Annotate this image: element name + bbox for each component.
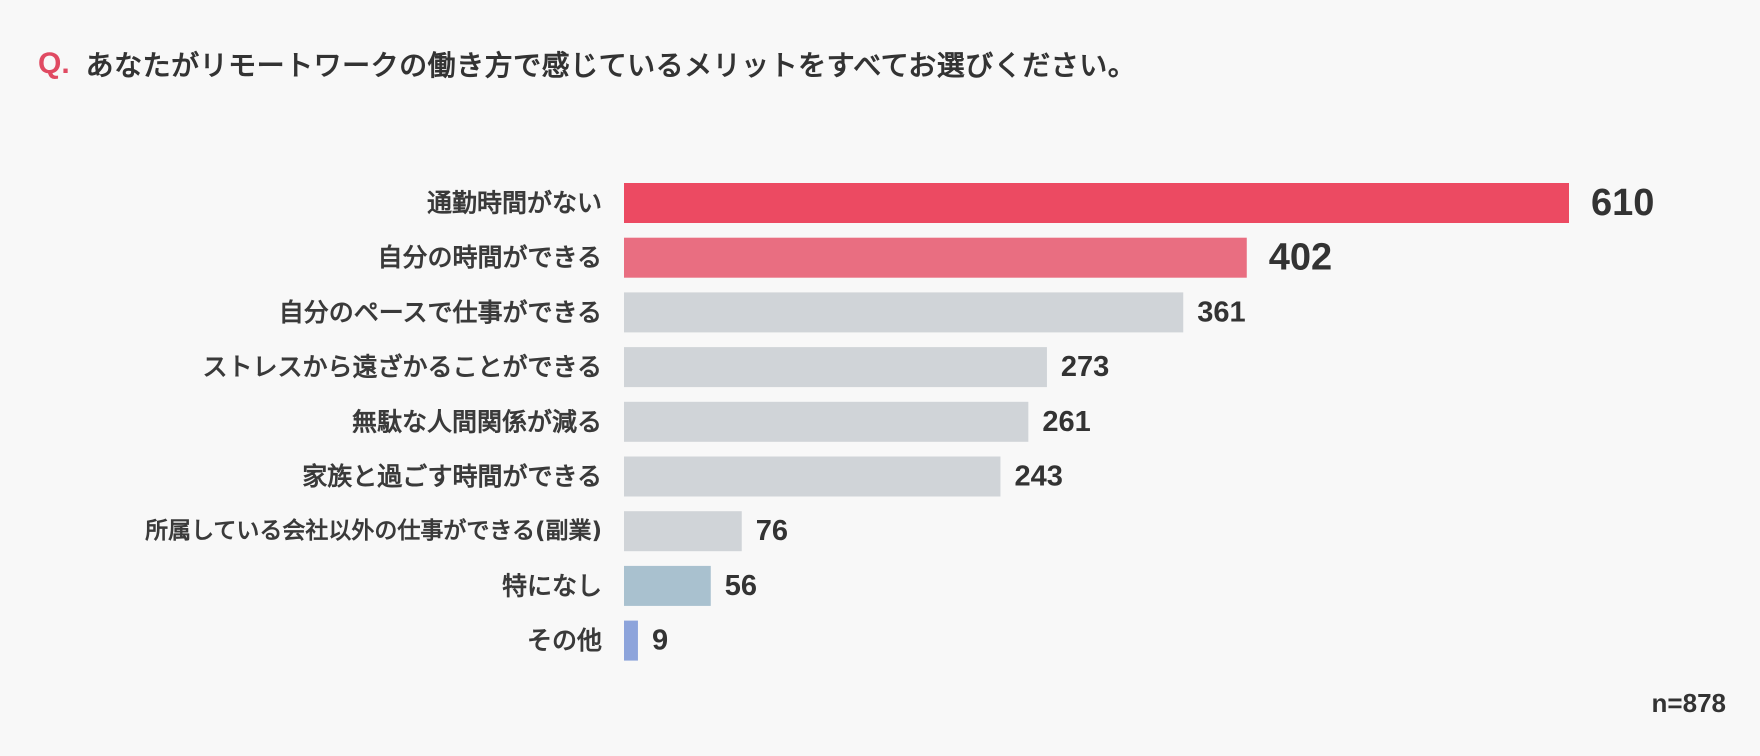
value-label: 9 [652, 625, 668, 657]
category-label: その他 [527, 626, 602, 655]
category-label: 自分のペースで仕事ができる [279, 298, 602, 327]
value-label: 56 [725, 570, 757, 602]
bar [624, 456, 1001, 497]
category-label: 家族と過ごす時間ができる [302, 462, 602, 491]
question-mark: Q. [38, 47, 70, 80]
bar [624, 183, 1569, 223]
bar [624, 511, 742, 552]
value-label: 273 [1061, 351, 1109, 383]
value-label: 76 [756, 515, 788, 547]
value-label: 610 [1591, 182, 1654, 224]
question-header: Q. あなたがリモートワークの働き方で感じているメリットをすべてお選びください。 [38, 44, 1136, 84]
bar [624, 292, 1184, 333]
category-label: 特になし [502, 571, 602, 600]
category-label: 通勤時間がない [427, 189, 602, 218]
sample-size: n=878 [1651, 688, 1726, 718]
category-label: 所属している会社以外の仕事ができる(副業) [145, 517, 602, 544]
value-label: 402 [1269, 237, 1332, 279]
bar [624, 565, 711, 606]
bar [624, 401, 1029, 442]
category-label: ストレスから遠ざかることができる [202, 353, 602, 382]
bar [624, 347, 1047, 388]
value-label: 361 [1197, 296, 1245, 328]
value-label: 243 [1014, 461, 1062, 493]
value-label: 261 [1042, 406, 1090, 438]
category-label: 無駄な人間関係が減る [352, 407, 602, 436]
bar [624, 620, 638, 661]
category-label: 自分の時間ができる [377, 243, 602, 272]
question-text: あなたがリモートワークの働き方で感じているメリットをすべてお選びください。 [85, 49, 1137, 82]
bar [624, 237, 1247, 278]
